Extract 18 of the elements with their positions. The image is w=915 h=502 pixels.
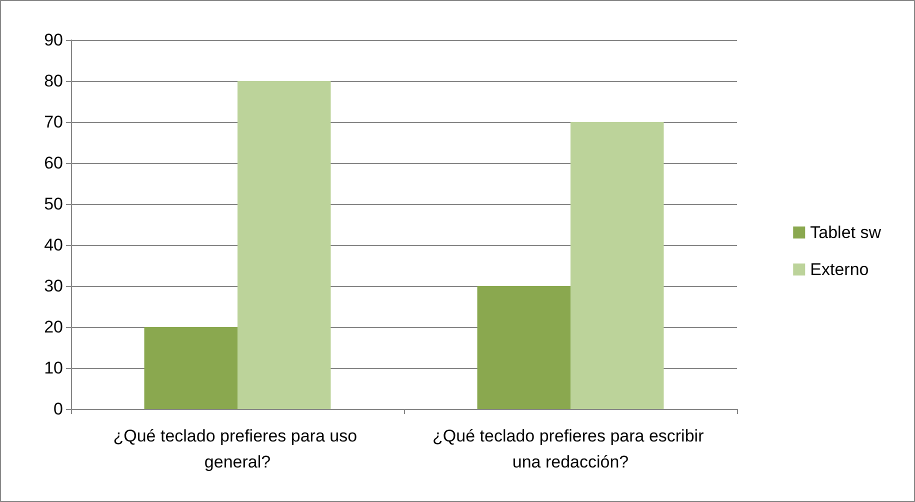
x-tick-label: ¿Qué teclado prefieres para uso general? <box>113 426 362 472</box>
bar <box>144 327 238 409</box>
x-tick-label: ¿Qué teclado prefieres para escribir una redacción? <box>432 426 708 472</box>
y-tick-label: 0 <box>54 400 63 418</box>
bar <box>238 81 331 409</box>
bar <box>477 286 570 409</box>
y-tick-label: 70 <box>44 112 63 132</box>
bar <box>570 122 664 409</box>
y-tick-label: 30 <box>44 276 63 296</box>
y-tick-label: 90 <box>44 30 63 50</box>
legend-label: Tablet sw <box>810 223 882 242</box>
y-tick-label: 10 <box>44 358 63 378</box>
y-tick-label: 80 <box>44 72 63 90</box>
legend-label: Externo <box>810 260 869 279</box>
y-tick-label: 20 <box>44 318 63 336</box>
y-tick-label: 40 <box>44 236 63 254</box>
y-tick-label: 50 <box>44 194 63 214</box>
y-tick-label: 60 <box>44 154 63 172</box>
